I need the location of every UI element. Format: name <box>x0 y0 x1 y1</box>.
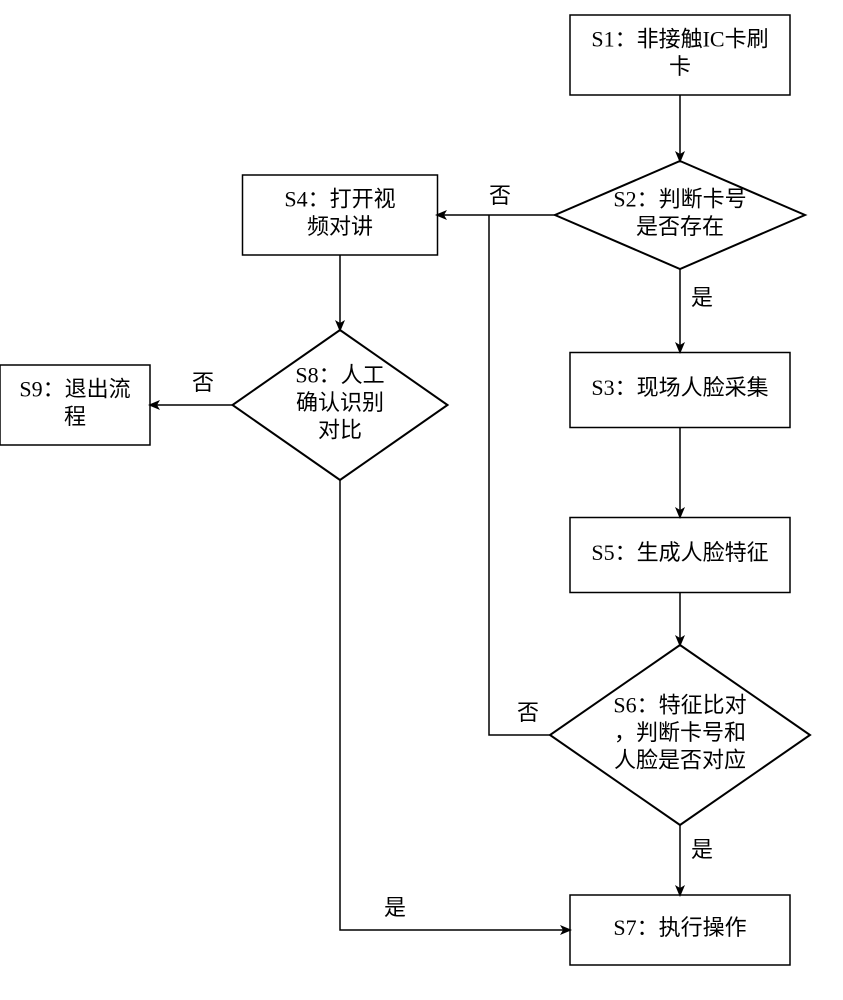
edge-s2-s4: 否 <box>437 183 555 215</box>
svg-text:确认识别: 确认识别 <box>296 390 384 415</box>
svg-text:是否存在: 是否存在 <box>636 214 724 239</box>
svg-text:频对讲: 频对讲 <box>307 214 373 239</box>
svg-text:程: 程 <box>64 404 86 429</box>
node-s5: S5：生成人脸特征 <box>570 518 790 593</box>
node-s3: S3：现场人脸采集 <box>570 353 790 428</box>
edge-label: 是 <box>691 285 713 310</box>
edge-label: 否 <box>517 700 539 725</box>
edge-s2-s3: 是 <box>680 269 713 352</box>
svg-text:卡: 卡 <box>669 54 691 79</box>
svg-text:S4：打开视: S4：打开视 <box>284 186 395 211</box>
edge-label: 是 <box>384 895 406 920</box>
edge-s8-s9: 否 <box>150 370 232 405</box>
svg-text:S2：判断卡号: S2：判断卡号 <box>613 186 746 211</box>
svg-text:人脸是否对应: 人脸是否对应 <box>614 748 746 773</box>
svg-text:S8：人工: S8：人工 <box>295 363 384 388</box>
svg-text:S6：特征比对: S6：特征比对 <box>613 693 746 718</box>
node-s4: S4：打开视频对讲 <box>243 175 438 255</box>
edge-label: 是 <box>691 837 713 862</box>
edge-label: 否 <box>489 183 511 208</box>
svg-text:S3：现场人脸采集: S3：现场人脸采集 <box>591 375 768 400</box>
node-s6: S6：特征比对，判断卡号和人脸是否对应 <box>550 645 810 825</box>
flowchart-diagram: S1：非接触IC卡刷卡 S2：判断卡号是否存在 S4：打开视频对讲 S3：现场人脸采集… <box>0 0 843 1000</box>
svg-text:S5：生成人脸特征: S5：生成人脸特征 <box>591 540 768 565</box>
svg-text:S1：非接触IC卡刷: S1：非接触IC卡刷 <box>591 26 768 51</box>
edge-s6-s7: 是 <box>680 825 713 895</box>
svg-text:，判断卡号和: ，判断卡号和 <box>614 720 746 745</box>
node-s7: S7：执行操作 <box>570 895 790 965</box>
node-s8: S8：人工确认识别对比 <box>233 330 448 480</box>
svg-text:S7：执行操作: S7：执行操作 <box>613 915 746 940</box>
edge-s6-s4: 否 <box>489 215 550 735</box>
svg-text:S9：退出流: S9：退出流 <box>19 376 130 401</box>
svg-text:对比: 对比 <box>318 418 362 443</box>
node-s9: S9：退出流程 <box>0 365 150 445</box>
edge-label: 否 <box>192 370 214 395</box>
node-s1: S1：非接触IC卡刷卡 <box>570 15 790 95</box>
node-s2: S2：判断卡号是否存在 <box>555 161 805 269</box>
